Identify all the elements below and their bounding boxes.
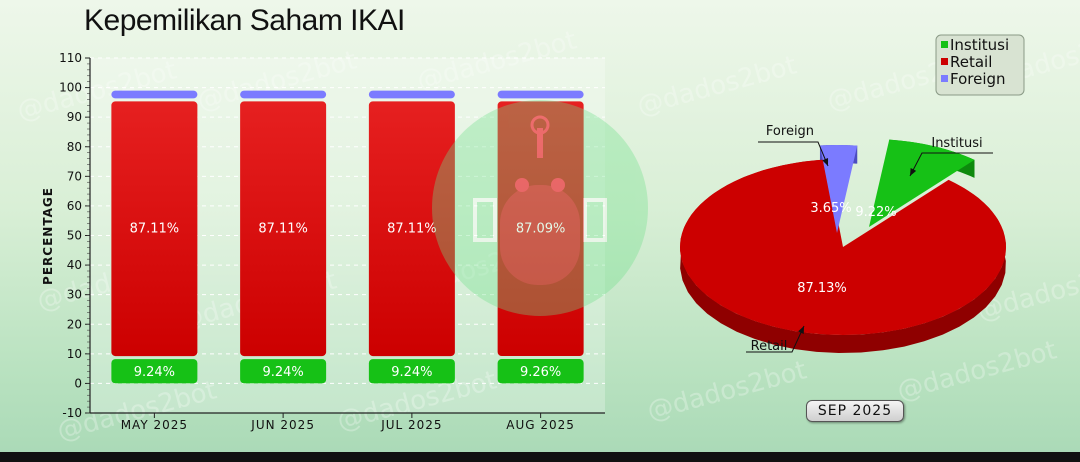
pie-callout-arrow bbox=[822, 158, 829, 166]
pie-callout-label-foreign: Foreign bbox=[766, 124, 814, 139]
y-tick-label: 90 bbox=[67, 110, 82, 124]
pie-value-label-institusi: 9.22% bbox=[855, 205, 896, 220]
x-tick-label: MAY 2025 bbox=[121, 418, 188, 432]
bar-institusi bbox=[368, 359, 455, 384]
pie-slice-foreign bbox=[819, 145, 858, 233]
y-tick-label: 50 bbox=[67, 229, 82, 243]
legend-swatch-retail bbox=[941, 58, 948, 65]
bar-foreign bbox=[111, 90, 198, 99]
bar-institusi bbox=[497, 359, 584, 384]
y-tick-label: 60 bbox=[67, 199, 82, 213]
bar-label-retail: 87.11% bbox=[258, 222, 308, 237]
bar-series: 9.24% 87.11% 9.24% 87.11% 9.24% 87.11% 9.26% 87… bbox=[111, 90, 584, 384]
watermark-text: @dados2bot bbox=[634, 50, 800, 121]
pie-callout-line bbox=[746, 325, 805, 353]
bar-foreign bbox=[497, 90, 584, 99]
legend-label-retail: Retail bbox=[950, 53, 992, 71]
watermark-text: @dados2bot bbox=[894, 335, 1060, 406]
y-tick-label: 40 bbox=[67, 258, 82, 272]
bar-label-retail: 87.11% bbox=[130, 222, 180, 237]
pie-value-label-retail: 87.13% bbox=[797, 281, 847, 296]
grid-lines bbox=[90, 57, 605, 414]
bar-retail bbox=[497, 101, 584, 357]
bar-label-institusi: 9.24% bbox=[262, 365, 303, 380]
y-tick-label: 20 bbox=[67, 317, 82, 331]
legend-label-institusi: Institusi bbox=[950, 36, 1009, 54]
pie-slice-retail bbox=[680, 159, 1006, 336]
axes: -10 0 10 20 30 40 50 60 70 80 90 100 110 PERCENTAGE MA… bbox=[41, 51, 605, 432]
bar-institusi bbox=[240, 359, 327, 384]
pie-chart: 3.65% 9.22% 87.13% Foreign Institusi Retail bbox=[680, 124, 1006, 354]
y-axis-label: PERCENTAGE bbox=[41, 187, 55, 285]
y-tick-label: 30 bbox=[67, 288, 82, 302]
pie-value-label-foreign: 3.65% bbox=[810, 201, 851, 216]
bar-foreign bbox=[240, 90, 327, 99]
y-tick-label: 110 bbox=[59, 51, 82, 65]
period-badge: SEP 2025 bbox=[806, 400, 904, 422]
pie-callout-arrow bbox=[910, 168, 917, 176]
bar-label-institusi: 9.24% bbox=[391, 365, 432, 380]
legend-swatch-foreign bbox=[941, 75, 948, 82]
robot-logo-icon bbox=[432, 100, 648, 316]
y-tick-label: 70 bbox=[67, 169, 82, 183]
x-tick-label: AUG 2025 bbox=[506, 418, 575, 432]
bar-retail bbox=[111, 101, 198, 357]
watermark-text: @dados2bot bbox=[644, 355, 810, 426]
pie-callout-label-retail: Retail bbox=[751, 339, 788, 354]
bar-institusi bbox=[111, 359, 198, 384]
bar-retail bbox=[240, 101, 327, 357]
pie-callout-line bbox=[909, 152, 993, 177]
chart-title: Kepemilikan Saham IKAI bbox=[84, 4, 405, 37]
y-tick-label: 10 bbox=[67, 347, 82, 361]
bar-label-institusi: 9.26% bbox=[520, 365, 561, 380]
bar-retail bbox=[368, 101, 455, 357]
y-tick-label: -10 bbox=[62, 406, 82, 420]
bar-foreign bbox=[368, 90, 455, 99]
legend-label-foreign: Foreign bbox=[950, 70, 1006, 88]
bar-label-institusi: 9.24% bbox=[134, 365, 175, 380]
y-tick-label: 100 bbox=[59, 81, 82, 95]
pie-slice-institusi bbox=[869, 139, 975, 227]
y-tick-label: 0 bbox=[74, 376, 82, 390]
x-tick-label: JUL 2025 bbox=[380, 418, 442, 432]
chart-canvas: @dados2bot @dados2bot @dados2bot @dados2bot… bbox=[41, 34, 1060, 432]
legend-box bbox=[935, 34, 1025, 96]
pie-callout-line bbox=[758, 141, 829, 167]
pie-callout-label-institusi: Institusi bbox=[931, 136, 982, 151]
pie-callout-arrow bbox=[798, 326, 804, 334]
bar-label-retail: 87.09% bbox=[516, 222, 566, 237]
legend-swatch-institusi bbox=[941, 41, 948, 48]
x-tick-label: JUN 2025 bbox=[250, 418, 315, 432]
bar-label-retail: 87.11% bbox=[387, 222, 437, 237]
y-tick-label: 80 bbox=[67, 140, 82, 154]
bottom-bar bbox=[0, 452, 1080, 462]
